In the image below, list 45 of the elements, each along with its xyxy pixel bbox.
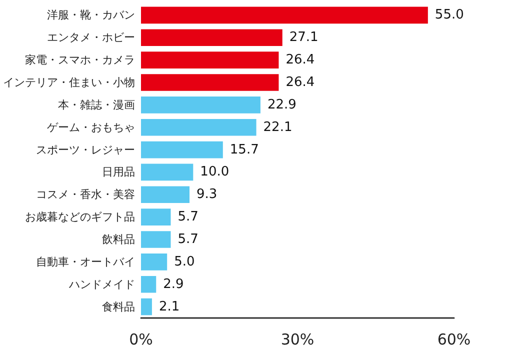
bar <box>141 118 256 136</box>
bar <box>141 96 260 114</box>
bar <box>141 254 168 270</box>
bar <box>141 231 171 248</box>
data-label: 5.0 <box>174 254 195 270</box>
data-label: 5.7 <box>178 210 198 225</box>
y-tick-label: 飲料品 <box>102 233 135 246</box>
y-tick-label: お歳暮などのギフト品 <box>25 210 135 224</box>
y-tick-label: 本・雑誌・漫画 <box>58 98 135 112</box>
bar <box>141 186 190 204</box>
bar <box>141 141 223 158</box>
data-label: 10.0 <box>200 164 230 180</box>
bar <box>141 164 194 181</box>
y-tick-label: 食料品 <box>102 300 135 314</box>
data-label: 27.1 <box>289 30 318 46</box>
bar <box>141 52 279 68</box>
bar <box>141 298 152 316</box>
data-label: 15.7 <box>230 142 259 158</box>
y-tick-label: インテリア・住まい・小物 <box>3 76 135 89</box>
y-tick-label: 洋服・靴・カバン <box>47 8 135 22</box>
data-label: 26.4 <box>286 75 315 90</box>
bar <box>141 74 279 91</box>
bar <box>141 208 171 226</box>
data-label: 2.9 <box>163 276 184 292</box>
bar <box>141 6 428 24</box>
bar <box>141 29 282 46</box>
x-tick-label: 0% <box>129 330 153 348</box>
y-tick-label: コスメ・香水・美容 <box>36 188 135 202</box>
y-tick-label: ハンドメイド <box>68 278 135 291</box>
data-label: 22.9 <box>267 97 296 112</box>
x-tick-label: 30% <box>280 330 314 348</box>
data-label: 26.4 <box>286 52 315 68</box>
y-tick-label: 自動車・オートバイ <box>36 255 135 268</box>
y-tick-label: 家電・スマホ・カメラ <box>25 54 135 67</box>
y-tick-label: 日用品 <box>102 166 135 179</box>
x-tick-label: 60% <box>437 330 471 348</box>
y-tick-label: スポーツ・レジャー <box>36 143 135 156</box>
data-label: 55.0 <box>434 8 464 23</box>
data-label: 9.3 <box>196 187 218 202</box>
data-label: 2.1 <box>158 299 180 314</box>
y-tick-label: ゲーム・おもちゃ <box>47 120 135 134</box>
y-tick-label: エンタメ・ホビー <box>47 31 135 44</box>
bar <box>141 276 156 293</box>
data-label: 22.1 <box>263 120 292 135</box>
data-label: 5.7 <box>178 232 198 247</box>
